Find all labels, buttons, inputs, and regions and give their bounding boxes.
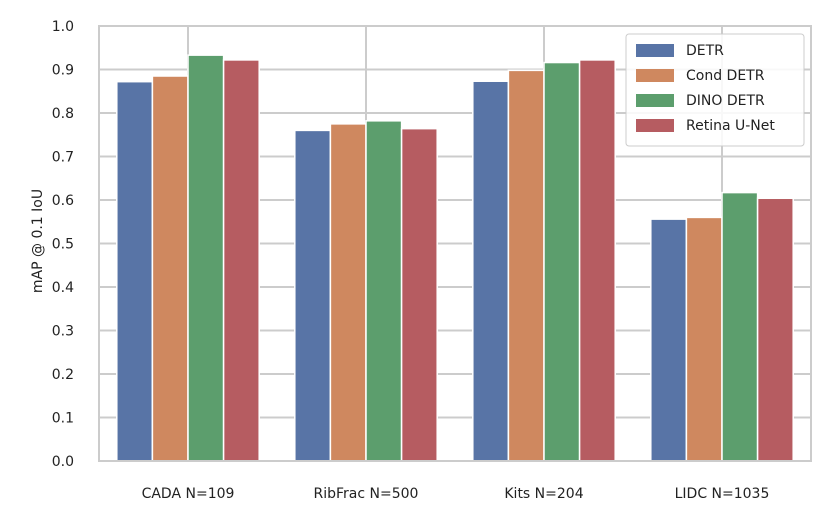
y-tick-label: 0.5 bbox=[52, 237, 74, 253]
bar bbox=[685, 216, 723, 462]
bar bbox=[222, 59, 260, 462]
bar bbox=[543, 61, 581, 462]
bar bbox=[578, 59, 616, 462]
legend-label: Retina U-Net bbox=[686, 118, 775, 134]
legend-label: DINO DETR bbox=[686, 93, 765, 109]
x-tick-label: Kits N=204 bbox=[504, 486, 583, 502]
legend-swatch bbox=[636, 94, 674, 107]
bar bbox=[187, 54, 225, 462]
legend-label: Cond DETR bbox=[686, 68, 765, 84]
legend-label: DETR bbox=[686, 43, 724, 59]
bar bbox=[650, 218, 688, 462]
y-tick-label: 0.1 bbox=[52, 411, 74, 427]
bar bbox=[721, 191, 759, 462]
legend-frame bbox=[625, 33, 805, 147]
y-tick-label: 0.4 bbox=[52, 280, 74, 296]
legend: DETR Cond DETR DINO DETR Retina U-Net bbox=[625, 33, 805, 147]
bar bbox=[116, 80, 154, 462]
legend-swatch bbox=[636, 44, 674, 57]
y-tick-label: 0.0 bbox=[52, 454, 74, 470]
bar bbox=[151, 75, 189, 462]
y-tick-label: 0.7 bbox=[52, 150, 74, 166]
y-tick-label: 1.0 bbox=[52, 19, 74, 35]
y-tick-label: 0.6 bbox=[52, 193, 74, 209]
bar bbox=[365, 120, 403, 462]
bars bbox=[116, 54, 794, 462]
y-tick-label: 0.2 bbox=[52, 367, 74, 383]
x-tick-label: CADA N=109 bbox=[142, 486, 235, 502]
bar bbox=[507, 69, 545, 462]
y-tick-label: 0.9 bbox=[52, 63, 74, 79]
y-tick-label: 0.3 bbox=[52, 324, 74, 340]
bar bbox=[472, 80, 510, 462]
legend-swatch bbox=[636, 119, 674, 132]
axes: 0.0 0.1 0.2 0.3 0.4 0.5 0.6 0.7 0.8 0.9 1.0 CADA N=… bbox=[52, 19, 812, 502]
x-tick-label: RibFrac N=500 bbox=[314, 486, 419, 502]
legend-swatch bbox=[636, 69, 674, 82]
bar bbox=[329, 123, 367, 462]
y-tick-label: 0.8 bbox=[52, 106, 74, 122]
y-axis-label: mAP @ 0.1 IoU bbox=[30, 189, 46, 293]
bar bbox=[294, 129, 332, 462]
bar bbox=[400, 127, 438, 462]
bar bbox=[756, 197, 794, 462]
plot-frame bbox=[98, 25, 812, 462]
x-tick-label: LIDC N=1035 bbox=[675, 486, 770, 502]
